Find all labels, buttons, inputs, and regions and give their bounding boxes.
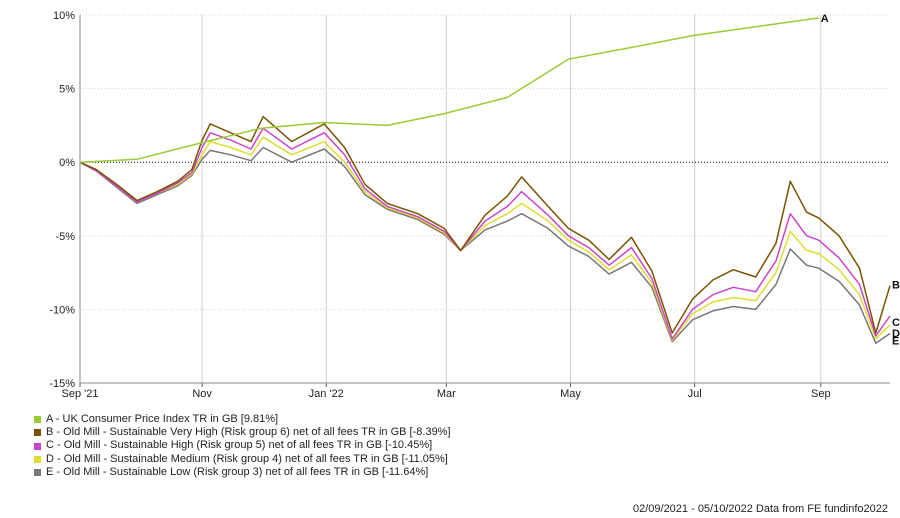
x-tick-label: Mar: [437, 388, 456, 400]
legend-swatch: [34, 442, 41, 450]
line-chart: 10% 5% 0% -5% -10% -15% Sep '21 Nov Jan '22 Mar M…: [49, 10, 900, 400]
legend-label: A - UK Consumer Price Index TR in GB [9.…: [46, 413, 279, 425]
x-tick-label: Nov: [192, 388, 212, 400]
series-end-labels: A B CDE: [821, 13, 900, 348]
legend-swatch: [34, 416, 41, 424]
x-tick-labels: Sep '21 Nov Jan '22 Mar May Jul Sep: [62, 388, 831, 400]
series-lines: [79, 17, 891, 345]
series-line-d: [79, 136, 891, 342]
legend-label: B - Old Mill - Sustainable Very High (Ri…: [46, 426, 451, 439]
legend-label: D - Old Mill - Sustainable Medium (Risk …: [46, 452, 448, 465]
series-end-label-a: A: [821, 13, 829, 25]
y-tick-label: -10%: [49, 304, 75, 316]
y-tick-label: 0%: [59, 157, 75, 169]
y-tick-labels: 10% 5% 0% -5% -10% -15%: [49, 10, 75, 390]
legend-label: E - Old Mill - Sustainable Low (Risk gro…: [46, 465, 429, 478]
legend-label: C - Old Mill - Sustainable High (Risk gr…: [46, 439, 433, 452]
y-tick-label: -15%: [49, 378, 75, 390]
legend-item-a: A - UK Consumer Price Index TR in GB [9.…: [34, 413, 451, 426]
x-tick-label: Sep '21: [62, 388, 99, 400]
y-tick-label: 10%: [53, 10, 75, 22]
y-tick-label: 5%: [59, 84, 75, 96]
legend-item-e: E - Old Mill - Sustainable Low (Risk gro…: [34, 466, 451, 479]
series-end-label-c: C: [892, 317, 900, 329]
x-tick-label: Jan '22: [309, 388, 344, 400]
legend-item-c: C - Old Mill - Sustainable High (Risk gr…: [34, 439, 451, 452]
legend-item-d: D - Old Mill - Sustainable Medium (Risk …: [34, 453, 451, 466]
grid-lines: [79, 14, 890, 384]
legend: A - UK Consumer Price Index TR in GB [9.…: [34, 413, 451, 479]
footer-source-note: 02/09/2021 - 05/10/2022 Data from FE fun…: [632, 503, 888, 515]
x-tick-label: May: [560, 388, 581, 400]
y-tick-label: -5%: [55, 231, 75, 243]
series-end-label-e: E: [892, 336, 899, 348]
legend-swatch: [34, 455, 41, 463]
x-tick-label: Jul: [688, 388, 702, 400]
legend-swatch: [34, 429, 41, 437]
series-line-e: [79, 146, 891, 345]
series-end-label-b: B: [892, 280, 900, 292]
series-end-label-d: D: [892, 328, 900, 340]
axes: [79, 15, 890, 387]
legend-item-b: B - Old Mill - Sustainable Very High (Ri…: [34, 426, 451, 439]
x-tick-label: Sep: [811, 388, 831, 400]
series-line-b: [79, 115, 891, 334]
series-line-c: [79, 127, 891, 340]
legend-swatch: [34, 468, 41, 476]
series-line-a: [79, 17, 819, 163]
